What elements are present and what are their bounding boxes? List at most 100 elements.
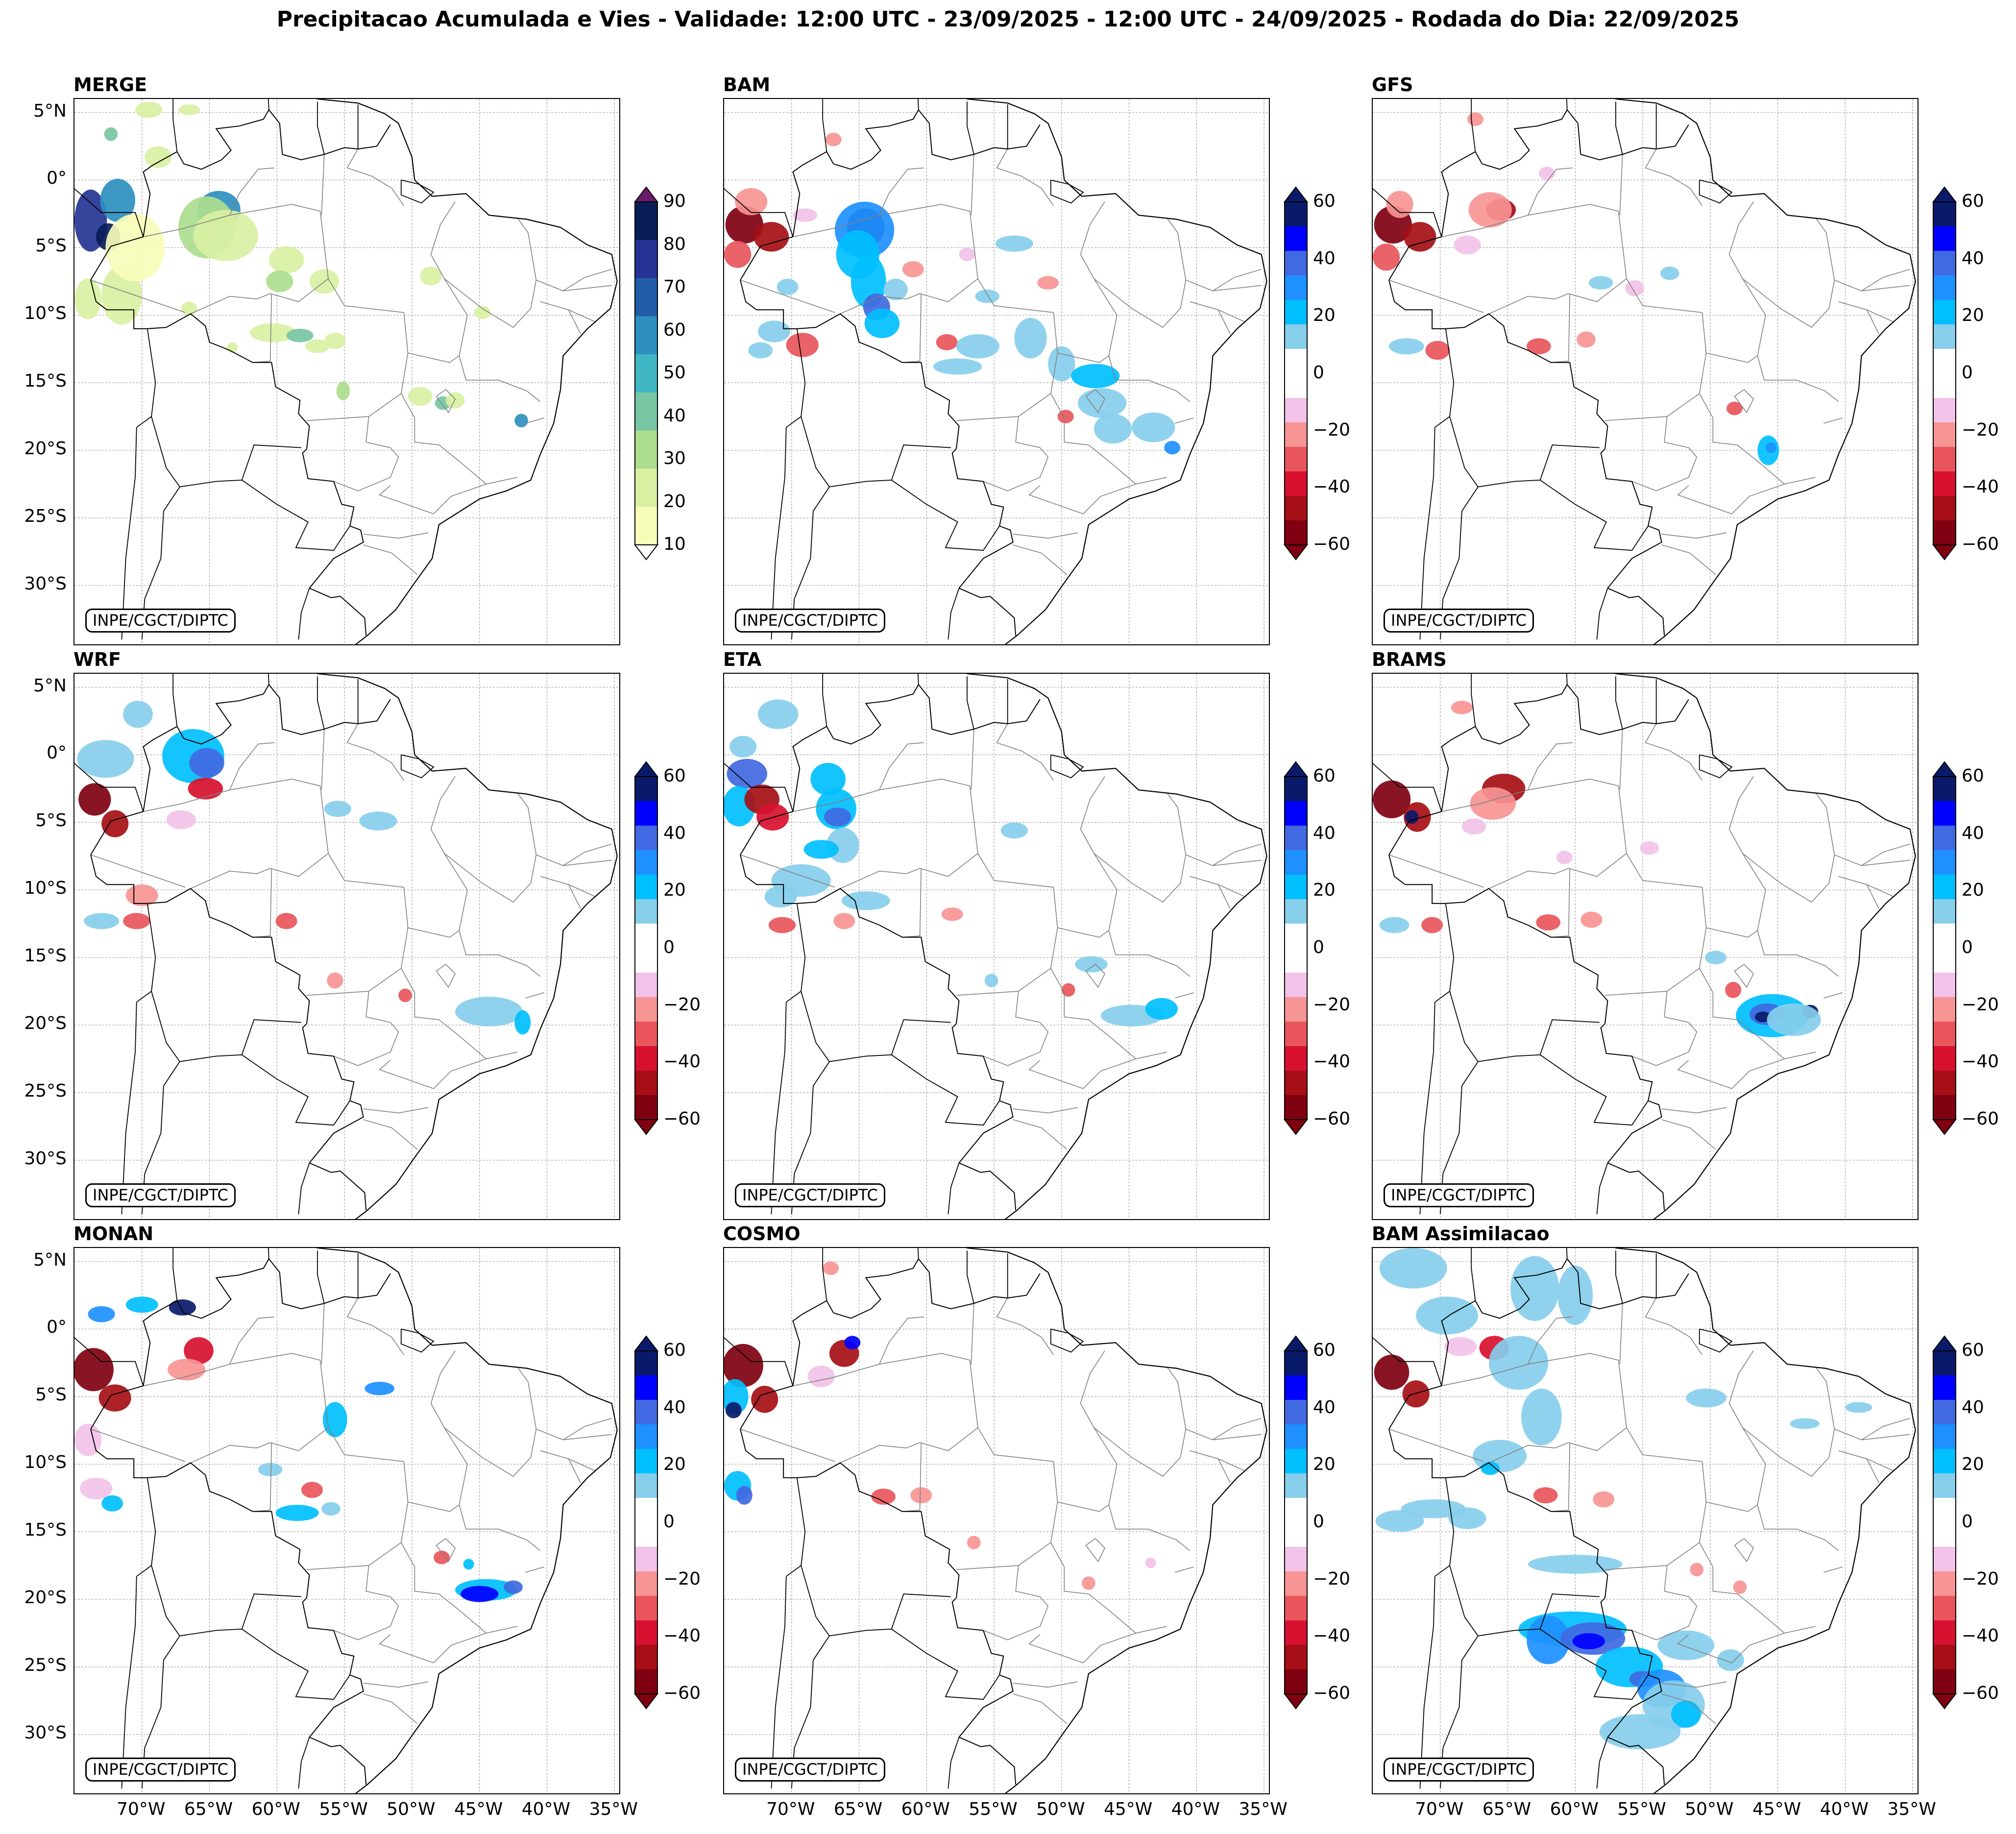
precip-field-patch xyxy=(1489,1336,1549,1390)
precip-field-patch xyxy=(1145,1557,1156,1568)
state-boundary xyxy=(1080,201,1105,255)
colorbar-merge: 90 80 70 60 50 40 30 20 10 xyxy=(634,186,717,563)
colorbar-svg xyxy=(1932,761,1957,1135)
latitude-label: 5°S xyxy=(35,1385,67,1405)
precip-field-patch xyxy=(359,811,397,831)
precip-field-patch xyxy=(844,1336,861,1349)
precip-field-patch xyxy=(84,913,119,929)
colorbar-segment xyxy=(1285,1424,1307,1449)
map-canvas xyxy=(724,674,1269,1219)
latitude-label: 30°S xyxy=(24,1148,67,1169)
state-boundary xyxy=(321,1303,325,1365)
precip-field-patch xyxy=(408,387,433,406)
colorbar-segment xyxy=(1285,1449,1307,1474)
state-boundary xyxy=(1661,1681,1727,1688)
state-boundary xyxy=(1834,1418,1910,1441)
country-boundary xyxy=(121,1576,137,1789)
state-boundary xyxy=(1028,485,1084,514)
state-boundary xyxy=(1441,204,1627,315)
colorbar-segment xyxy=(1933,924,1956,949)
precip-field-patch xyxy=(1704,951,1726,964)
colorbar-segment xyxy=(635,1669,657,1694)
precip-field-patch xyxy=(1082,1576,1095,1590)
colorbar-tick-label: −20 xyxy=(1313,994,1350,1015)
state-boundary xyxy=(229,742,274,790)
precip-field-patch xyxy=(323,1402,347,1438)
longitude-label: 50°W xyxy=(387,1799,436,1819)
country-boundary xyxy=(1434,903,1455,1003)
precip-field-patch xyxy=(1468,192,1512,228)
state-boundary xyxy=(1057,1403,1117,1512)
colorbar-tick-label: 10 xyxy=(663,534,686,554)
country-boundary xyxy=(147,1462,310,1598)
colorbar-outline xyxy=(1933,776,1956,1120)
country-boundary xyxy=(1388,1385,1442,1430)
country-boundary xyxy=(786,328,806,428)
country-boundary xyxy=(1600,448,1653,526)
state-boundary xyxy=(1645,1297,1703,1355)
country-boundary xyxy=(1482,1258,1568,1319)
colorbar-segment xyxy=(1285,373,1307,398)
colorbar-segment xyxy=(1285,1571,1307,1596)
colorbar-segment xyxy=(1285,973,1307,998)
colorbar-outline xyxy=(634,1350,658,1694)
precip-field-patch xyxy=(1588,276,1613,290)
country-boundary xyxy=(967,101,974,155)
state-boundary xyxy=(563,1434,612,1441)
colorbar-extend-max xyxy=(1284,186,1308,202)
colorbar-svg xyxy=(1932,1335,1957,1710)
country-boundary xyxy=(1656,1273,1689,1298)
state-boundary xyxy=(252,868,272,938)
state-boundary xyxy=(1108,930,1190,977)
country-boundary xyxy=(959,587,1017,636)
colorbar-segment xyxy=(1285,1071,1307,1096)
precip-field-patch xyxy=(1386,191,1413,218)
colorbar-segment xyxy=(1285,1498,1307,1523)
precip-field-patch xyxy=(1454,235,1481,255)
precip-field-patch xyxy=(1461,818,1486,835)
country-boundary xyxy=(172,674,178,727)
colorbar-tick-label: 90 xyxy=(663,191,686,211)
colorbar-segment xyxy=(1933,1596,1956,1621)
state-boundary xyxy=(568,1458,582,1484)
country-boundary xyxy=(324,722,358,730)
state-boundary xyxy=(408,829,468,938)
colorbar-extend-min xyxy=(1284,1693,1308,1710)
colorbar-segment xyxy=(1933,973,1956,998)
state-boundary xyxy=(1677,485,1732,514)
colorbar-segment xyxy=(635,1620,657,1645)
precip-field-patch xyxy=(1577,331,1596,348)
colorbar-segment xyxy=(1285,850,1307,875)
colorbar-segment xyxy=(1933,1400,1956,1425)
country-boundary xyxy=(242,1054,350,1126)
state-boundary xyxy=(1699,1542,1816,1634)
state-boundary xyxy=(1083,484,1136,514)
precip-field-patch xyxy=(78,783,111,816)
state-boundary xyxy=(1050,1542,1167,1634)
precip-field-patch xyxy=(1421,917,1443,933)
state-boundary xyxy=(996,1297,1054,1355)
country-boundary xyxy=(1007,1273,1041,1298)
state-boundary xyxy=(1731,1633,1785,1663)
precip-field-patch xyxy=(74,1423,102,1456)
state-boundary xyxy=(379,485,434,514)
colorbar-wrf: 60 40 20 0 −20 −40 −60 xyxy=(634,761,717,1138)
precip-field-patch xyxy=(1402,1380,1430,1408)
country-boundary xyxy=(792,726,834,812)
country-boundary xyxy=(302,448,355,526)
state-boundary xyxy=(1093,1367,1187,1477)
state-boundary xyxy=(1757,1504,1839,1551)
state-boundary xyxy=(568,309,582,335)
map-canvas xyxy=(724,1248,1269,1793)
country-boundary xyxy=(1607,1674,1662,1738)
country-boundary xyxy=(1607,1736,1665,1785)
coastline xyxy=(966,1248,1267,1793)
latitude-label: 30°S xyxy=(24,1722,67,1743)
state-boundary xyxy=(1528,167,1573,216)
state-boundary xyxy=(306,991,369,996)
country-boundary xyxy=(801,991,951,1062)
precip-field-patch xyxy=(398,988,412,1003)
colorbar-segment xyxy=(635,1424,657,1449)
latitude-label: 20°S xyxy=(24,1013,67,1034)
country-boundary xyxy=(1471,1248,1476,1301)
